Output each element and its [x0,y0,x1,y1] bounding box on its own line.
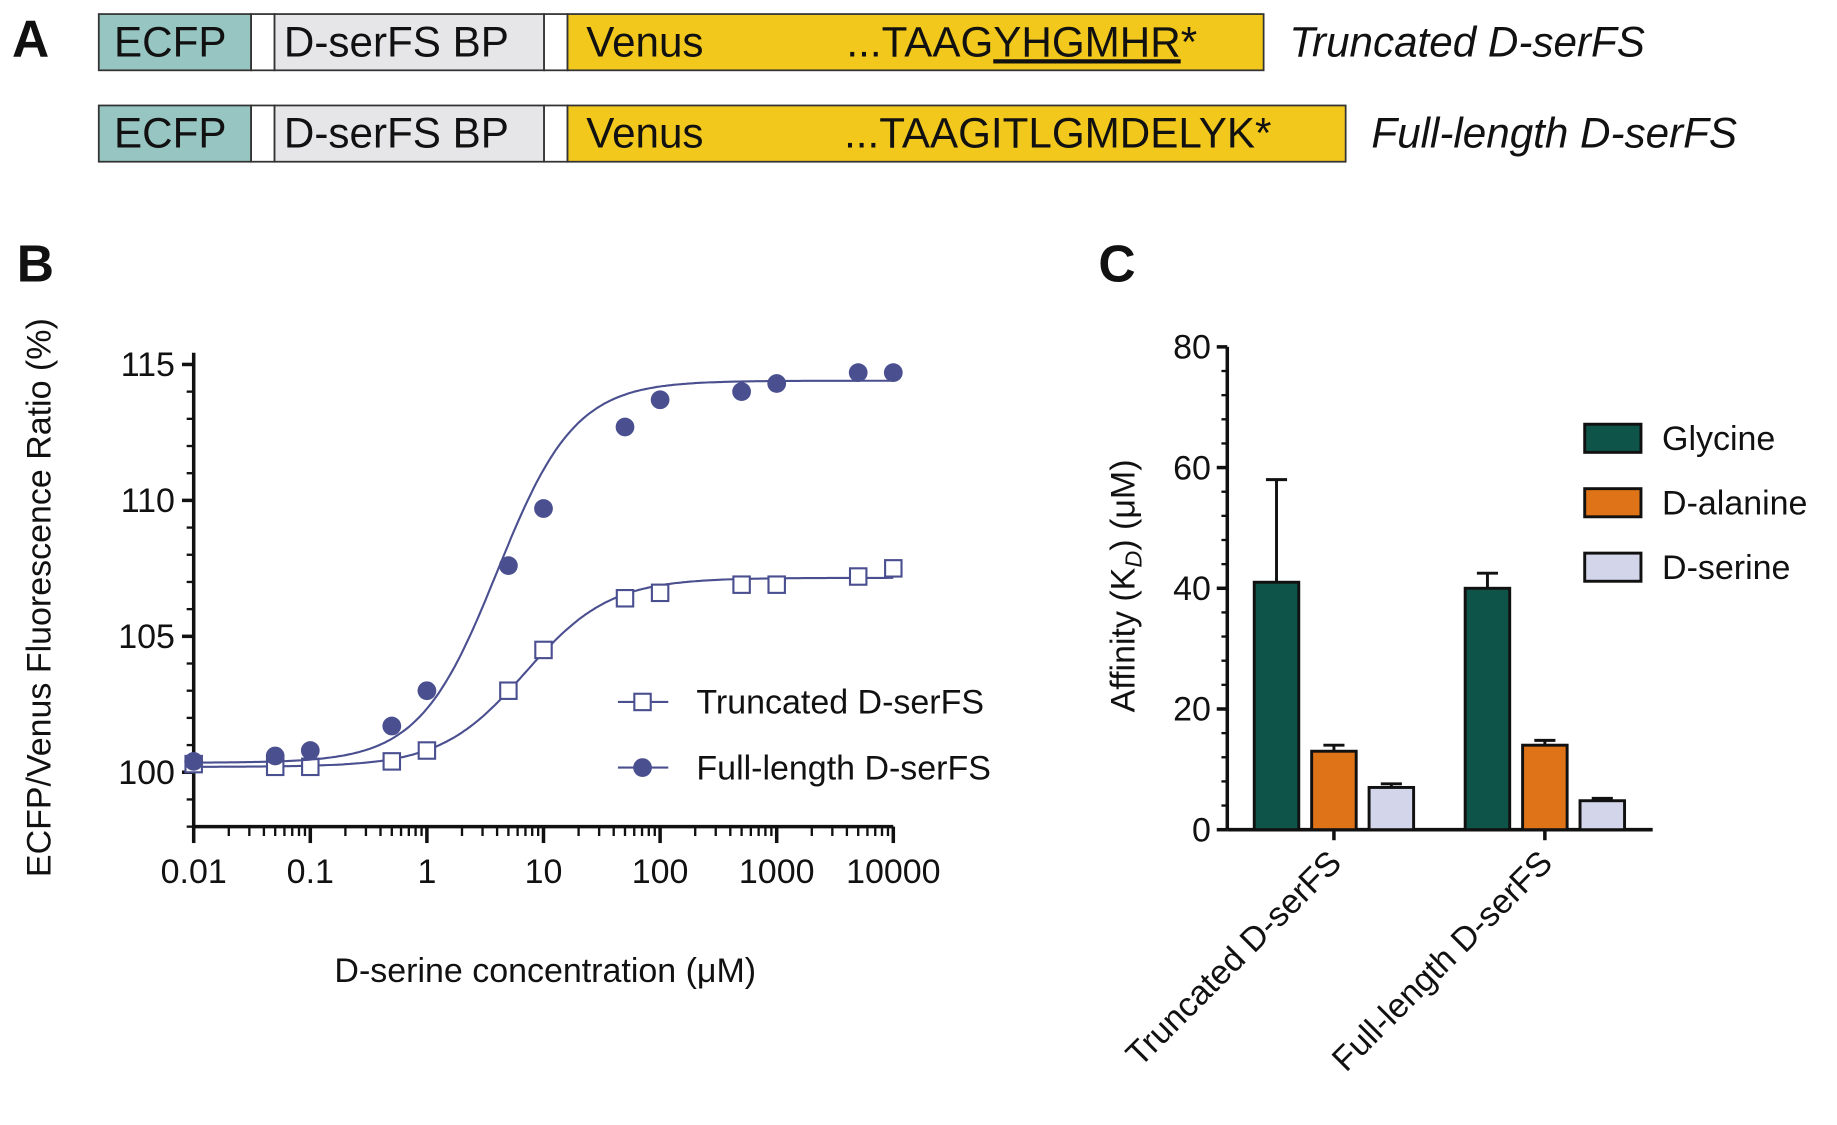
sequence-underlined: YHGMHR [993,18,1180,65]
x-axis-label: D-serine concentration (μM) [334,952,756,990]
x-tick-label: 1 [417,853,436,891]
data-point-truncated [767,575,786,594]
panel-label-a: A [12,9,49,67]
data-point-truncated [732,575,751,594]
data-point-full-length [732,382,751,402]
binding-protein-segment [273,104,545,163]
sequence-prefix: ...TAAGITLGMDELYK* [844,110,1271,157]
legend-label: Truncated D-serFS [696,684,984,722]
data-point-truncated [534,640,553,660]
y-axis-label: Affinity (KD) (μM) [1105,459,1147,712]
x-tick-label: 10 [525,853,563,891]
segment-label: ECFP [114,110,226,157]
legend-marker [633,758,652,777]
legend-swatch [1583,487,1643,519]
venus-segment [566,13,1265,72]
c-terminal-sequence: ...TAAGITLGMDELYK* [844,110,1271,157]
c-terminal-sequence: ...TAAGYHGMHR* [846,18,1197,65]
dose-response-chart: D-serine concentration (μM) ECFP/Venus F… [21,318,991,990]
affinity-bar-chart: Affinity (KD) (μM) 0 20 40 60 80 Truncated D-… [1105,329,1808,1079]
venus-segment [566,104,1347,163]
legend-swatch [1583,551,1643,583]
data-point-truncated [301,757,320,777]
bar-glycine [1252,580,1301,832]
x-tick-label: 100 [632,853,689,891]
ecfp-segment [97,13,252,72]
data-point-full-length [300,741,320,760]
data-point-truncated [499,681,518,700]
x-tick-label: 0.01 [161,853,227,891]
data-point-full-length [265,746,285,766]
legend-label: D-serine [1662,549,1790,587]
x-tick-label: Truncated D-serFS [1119,844,1349,1074]
data-point-full-length [382,716,402,736]
segment-label: ECFP [114,18,226,65]
y-tick-label: 0 [1192,811,1211,849]
construct-row: ECFP D-serFS BP Venus ...TAAGYHGMHR* Truncat… [97,13,1645,72]
y-tick-label: 60 [1173,449,1211,487]
y-tick-label: 110 [121,482,175,520]
panel-label-b: B [17,234,54,292]
y-tick-label: 115 [121,346,175,384]
linker-segment [543,104,569,163]
linker-segment [543,13,569,72]
linker-segment [250,13,276,72]
x-tick-label: Full-length D-serFS [1325,844,1560,1079]
bar-d-alanine [1521,743,1569,832]
data-point-full-length [499,556,518,576]
legend-label: D-alanine [1662,484,1807,522]
x-tick-label: 1000 [739,853,815,891]
construct-name: Truncated D-serFS [1289,18,1644,65]
data-point-full-length [848,363,868,382]
panel-label-c: C [1098,234,1135,292]
x-tick-label: 10000 [846,853,940,891]
y-tick-label: 100 [118,754,175,792]
data-point-full-length [883,363,903,382]
y-tick-label: 80 [1173,329,1211,367]
legend-marker [633,692,652,712]
data-point-full-length [534,499,553,518]
construct-row: ECFP D-serFS BP Venus ...TAAGITLGMDELYK* Ful… [97,104,1737,163]
data-point-truncated [650,583,670,603]
segment-label: D-serFS BP [284,18,509,65]
data-point-truncated [848,567,868,586]
y-tick-label: 40 [1173,570,1211,608]
bar-glycine [1463,586,1512,832]
legend-label: Full-length D-serFS [696,749,990,787]
data-point-full-length [417,681,437,701]
sequence-prefix: ...TAAG [846,18,993,65]
sequence-suffix: * [1181,18,1197,65]
data-point-truncated [884,559,903,578]
fit-curve [193,576,894,768]
segment-label: Venus [586,18,703,65]
data-point-full-length [615,417,635,437]
binding-protein-segment [273,13,545,72]
data-point-truncated [382,752,402,771]
data-point-truncated [615,589,635,608]
data-point-truncated [417,741,437,760]
y-axis-label: ECFP/Venus Fluorescence Ratio (%) [21,318,59,877]
bar-d-serine [1578,799,1627,832]
legend-label: Glycine [1662,420,1775,458]
x-tick-label: 0.1 [287,853,334,891]
construct-diagram: ECFP D-serFS BP Venus ...TAAGYHGMHR* Truncat… [97,13,1737,163]
linker-segment [250,104,276,163]
y-tick-label: 105 [118,618,175,656]
segment-label: Venus [586,110,703,157]
data-point-full-length [184,752,204,771]
data-point-full-length [767,374,787,393]
bar-d-serine [1367,785,1416,832]
data-point-full-length [650,390,670,410]
y-tick-label: 20 [1173,691,1211,729]
construct-name: Full-length D-serFS [1371,110,1737,157]
legend-swatch [1583,422,1643,454]
bar-d-alanine [1310,749,1358,832]
segment-label: D-serFS BP [284,110,509,157]
